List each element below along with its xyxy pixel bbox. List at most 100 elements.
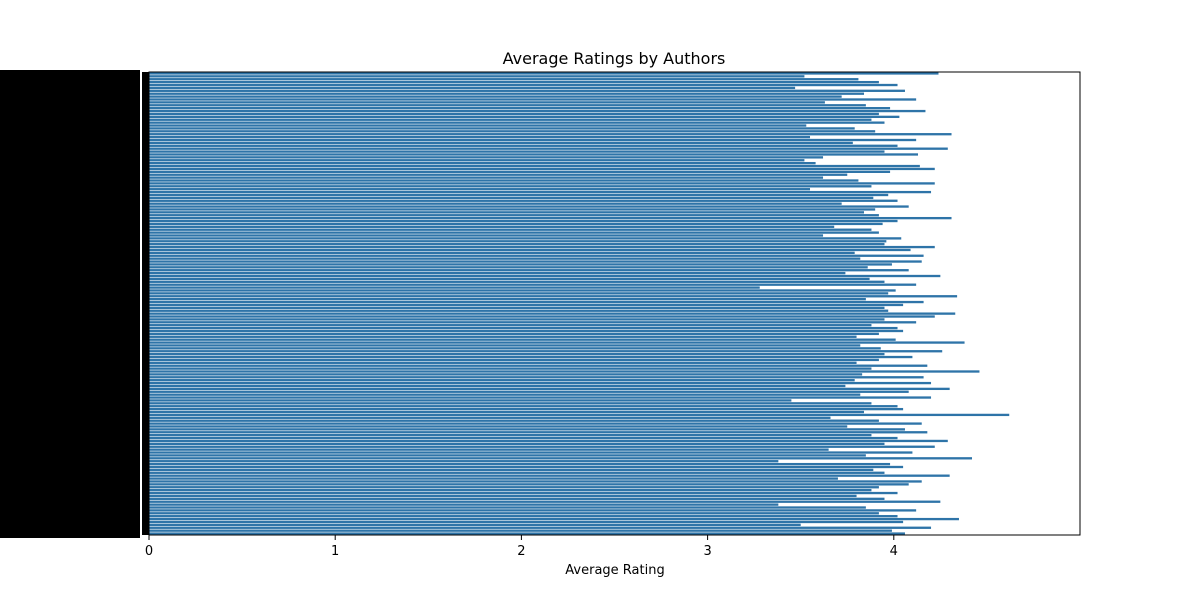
bar bbox=[149, 170, 891, 173]
bar bbox=[149, 254, 924, 257]
bar bbox=[149, 248, 911, 252]
bar bbox=[149, 384, 846, 388]
bar bbox=[149, 135, 811, 139]
bar bbox=[149, 216, 952, 220]
bar bbox=[149, 329, 904, 333]
bar bbox=[149, 474, 950, 477]
bar bbox=[149, 228, 872, 231]
bar bbox=[149, 488, 872, 492]
bar bbox=[149, 245, 935, 249]
bar bbox=[149, 78, 859, 81]
y-tick-marks-band bbox=[142, 72, 149, 535]
bar bbox=[149, 422, 922, 425]
bar bbox=[149, 193, 889, 197]
bar bbox=[149, 306, 885, 309]
bar bbox=[149, 219, 898, 223]
bar bbox=[149, 321, 917, 324]
bar bbox=[149, 509, 917, 512]
bar bbox=[149, 361, 857, 364]
bar bbox=[149, 124, 807, 127]
plot-area-frame bbox=[148, 71, 1081, 536]
bar bbox=[149, 370, 980, 373]
bar bbox=[149, 141, 853, 145]
y-axis-label-band bbox=[0, 70, 140, 538]
bar bbox=[149, 225, 835, 228]
bar bbox=[149, 101, 825, 104]
bar bbox=[149, 465, 904, 469]
bar bbox=[149, 497, 885, 500]
bar bbox=[149, 190, 932, 194]
bar bbox=[149, 167, 935, 171]
bar bbox=[149, 503, 779, 506]
chart-title: Average Ratings by Authors bbox=[503, 49, 726, 68]
bar bbox=[149, 271, 846, 275]
bar bbox=[149, 214, 879, 217]
bar bbox=[149, 428, 905, 431]
bar bbox=[149, 480, 922, 483]
bar bbox=[149, 486, 879, 489]
bar bbox=[149, 161, 816, 165]
bar bbox=[149, 205, 909, 208]
bar bbox=[149, 107, 891, 110]
bar bbox=[149, 517, 959, 521]
bar bbox=[149, 312, 956, 315]
bar bbox=[149, 462, 891, 466]
bar bbox=[149, 234, 824, 237]
bar bbox=[149, 289, 896, 292]
bar bbox=[149, 188, 811, 191]
bar bbox=[149, 211, 865, 214]
bar bbox=[149, 454, 866, 457]
bar bbox=[149, 202, 842, 205]
bar bbox=[149, 199, 898, 202]
bar bbox=[149, 164, 920, 168]
bar bbox=[149, 335, 857, 338]
bar bbox=[149, 526, 932, 529]
bar bbox=[149, 445, 935, 448]
bar bbox=[149, 405, 898, 408]
bar bbox=[149, 468, 874, 472]
bar bbox=[149, 196, 874, 200]
bar bbox=[149, 208, 876, 211]
bar bbox=[149, 251, 855, 255]
bar bbox=[149, 393, 861, 396]
bar bbox=[149, 286, 760, 289]
bar bbox=[149, 283, 917, 286]
bar bbox=[149, 257, 861, 260]
bar bbox=[149, 115, 900, 119]
bar bbox=[149, 318, 885, 321]
bar bbox=[149, 295, 958, 298]
bar bbox=[149, 402, 872, 405]
bar bbox=[149, 92, 865, 95]
bar bbox=[149, 425, 848, 428]
bar bbox=[149, 457, 973, 460]
x-axis-label: Average Rating bbox=[565, 563, 664, 578]
bar bbox=[149, 338, 896, 341]
bar bbox=[149, 407, 904, 411]
bar bbox=[149, 512, 879, 515]
bar bbox=[149, 309, 889, 312]
bar bbox=[149, 95, 842, 98]
bar bbox=[149, 263, 892, 266]
bar bbox=[149, 222, 883, 226]
bar bbox=[149, 355, 913, 359]
bar bbox=[149, 156, 824, 159]
bar bbox=[149, 121, 885, 124]
bar bbox=[149, 127, 855, 130]
bar bbox=[149, 416, 831, 419]
bar bbox=[149, 89, 905, 92]
bar bbox=[149, 350, 943, 353]
bar bbox=[149, 130, 876, 133]
bar bbox=[149, 150, 885, 153]
bar bbox=[149, 460, 779, 463]
bar bbox=[149, 240, 887, 243]
bar bbox=[149, 344, 861, 347]
bar bbox=[149, 390, 909, 393]
bar bbox=[149, 237, 902, 240]
x-tick-label: 0 bbox=[145, 544, 153, 559]
bar bbox=[149, 72, 939, 75]
bar bbox=[149, 477, 838, 480]
bar bbox=[149, 396, 932, 399]
bar bbox=[149, 494, 857, 498]
x-tick-label: 2 bbox=[517, 544, 525, 559]
bar bbox=[149, 451, 913, 454]
